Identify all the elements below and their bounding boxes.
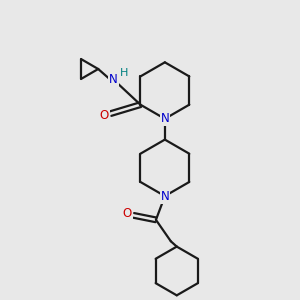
Text: N: N <box>160 190 169 202</box>
Text: N: N <box>109 73 118 86</box>
Text: N: N <box>160 112 169 125</box>
Text: O: O <box>100 109 109 122</box>
Text: O: O <box>122 207 132 220</box>
Text: H: H <box>120 68 128 79</box>
